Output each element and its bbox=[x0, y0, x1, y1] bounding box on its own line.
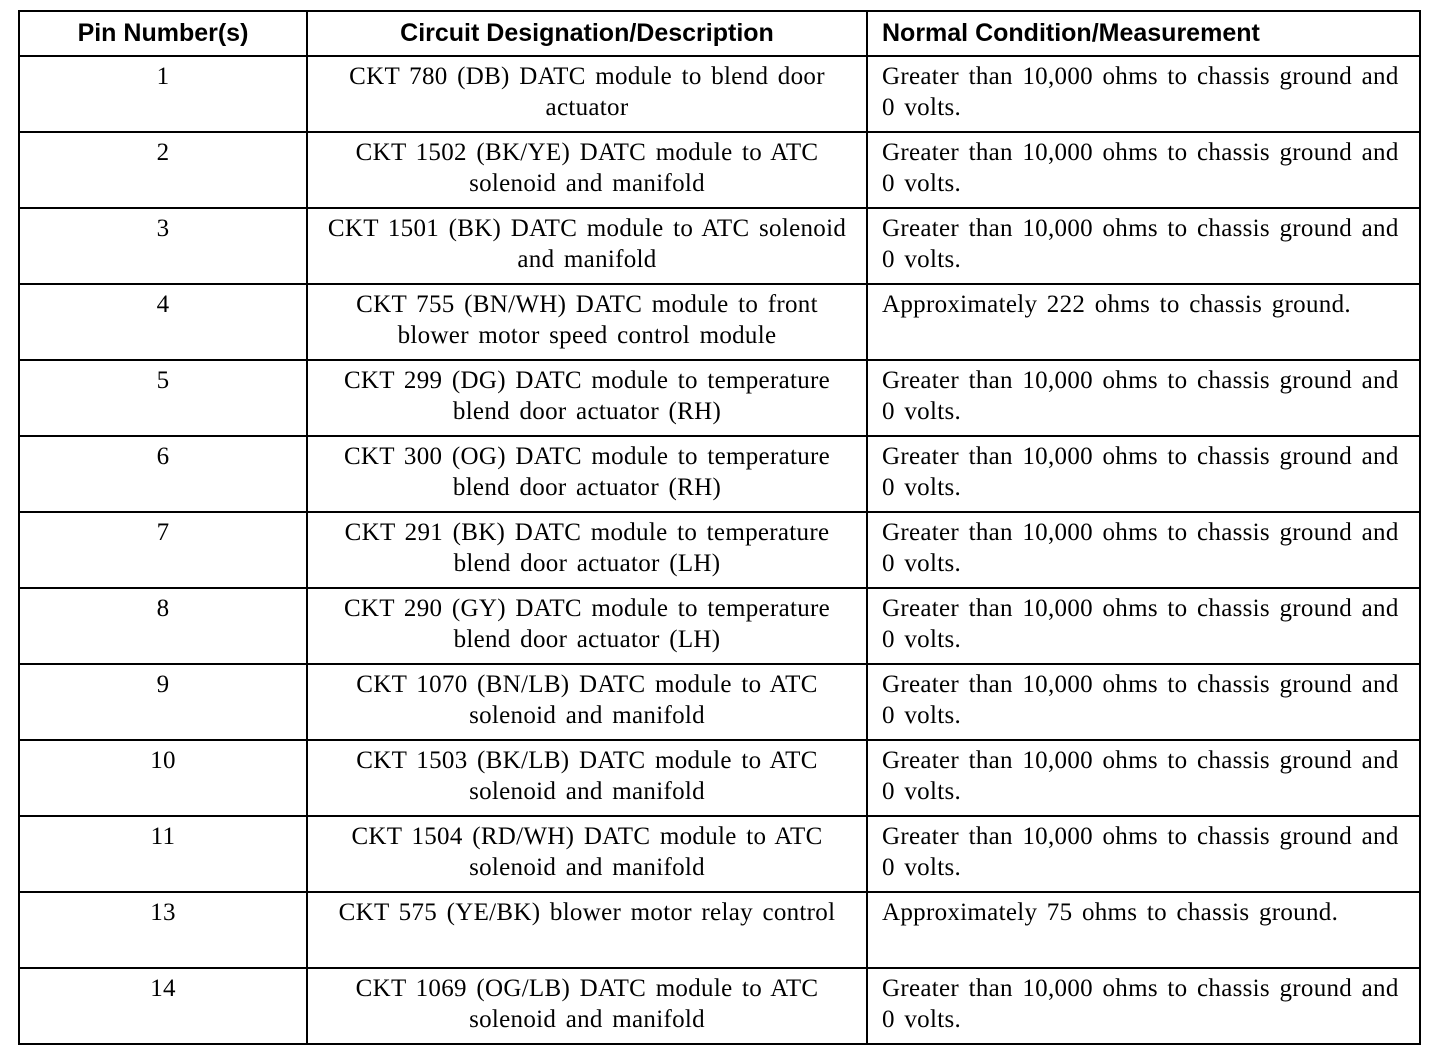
table-cell: CKT 1503 (BK/LB) DATC module to ATC sole… bbox=[306, 739, 868, 817]
table-cell: Greater than 10,000 ohms to chassis grou… bbox=[866, 663, 1421, 741]
table-cell: 9 bbox=[18, 663, 308, 741]
table-cell: CKT 300 (OG) DATC module to temperature … bbox=[306, 435, 868, 513]
table-cell: 6 bbox=[18, 435, 308, 513]
header-row: Pin Number(s) Circuit Designation/Descrip… bbox=[18, 10, 1421, 57]
table-row: 5 CKT 299 (DG) DATC module to temperature… bbox=[18, 359, 1421, 437]
table-cell: CKT 755 (BN/WH) DATC module to front blo… bbox=[306, 283, 868, 361]
table-body: 1 CKT 780 (DB) DATC module to blend door … bbox=[18, 55, 1421, 1045]
table-cell: CKT 299 (DG) DATC module to temperature … bbox=[306, 359, 868, 437]
table-row: 8 CKT 290 (GY) DATC module to temperature… bbox=[18, 587, 1421, 665]
table-row: 10 CKT 1503 (BK/LB) DATC module to ATC so… bbox=[18, 739, 1421, 817]
table-row: 4 CKT 755 (BN/WH) DATC module to front bl… bbox=[18, 283, 1421, 361]
table-cell: 2 bbox=[18, 131, 308, 209]
table-cell: Greater than 10,000 ohms to chassis grou… bbox=[866, 435, 1421, 513]
table-cell: CKT 290 (GY) DATC module to temperature … bbox=[306, 587, 868, 665]
table-cell: Greater than 10,000 ohms to chassis grou… bbox=[866, 815, 1421, 893]
table-cell: 10 bbox=[18, 739, 308, 817]
table-cell: Greater than 10,000 ohms to chassis grou… bbox=[866, 587, 1421, 665]
table-cell: Greater than 10,000 ohms to chassis grou… bbox=[866, 55, 1421, 133]
table-cell: 14 bbox=[18, 967, 308, 1045]
table-cell: 5 bbox=[18, 359, 308, 437]
table-cell: Greater than 10,000 ohms to chassis grou… bbox=[866, 967, 1421, 1045]
table-cell: CKT 1504 (RD/WH) DATC module to ATC sole… bbox=[306, 815, 868, 893]
table-cell: Greater than 10,000 ohms to chassis grou… bbox=[866, 131, 1421, 209]
table-row: 9 CKT 1070 (BN/LB) DATC module to ATC sol… bbox=[18, 663, 1421, 741]
table-cell: 3 bbox=[18, 207, 308, 285]
table-cell: 7 bbox=[18, 511, 308, 589]
table-cell: 1 bbox=[18, 55, 308, 133]
column-header: Circuit Designation/Description bbox=[306, 10, 868, 57]
column-header: Normal Condition/Measurement bbox=[866, 10, 1421, 57]
table-cell: Greater than 10,000 ohms to chassis grou… bbox=[866, 359, 1421, 437]
table-cell: CKT 780 (DB) DATC module to blend door a… bbox=[306, 55, 868, 133]
table-row: 2 CKT 1502 (BK/YE) DATC module to ATC sol… bbox=[18, 131, 1421, 209]
table-row: 11 CKT 1504 (RD/WH) DATC module to ATC so… bbox=[18, 815, 1421, 893]
table-cell: Greater than 10,000 ohms to chassis grou… bbox=[866, 511, 1421, 589]
table-cell: CKT 1501 (BK) DATC module to ATC solenoi… bbox=[306, 207, 868, 285]
table-row: 13 CKT 575 (YE/BK) blower motor relay con… bbox=[18, 891, 1421, 969]
table-row: 1 CKT 780 (DB) DATC module to blend door … bbox=[18, 55, 1421, 133]
table-cell: CKT 1070 (BN/LB) DATC module to ATC sole… bbox=[306, 663, 868, 741]
table-cell: Greater than 10,000 ohms to chassis grou… bbox=[866, 207, 1421, 285]
table-cell: CKT 575 (YE/BK) blower motor relay contr… bbox=[306, 891, 868, 969]
table-cell: 11 bbox=[18, 815, 308, 893]
table-cell: Greater than 10,000 ohms to chassis grou… bbox=[866, 739, 1421, 817]
table-cell: CKT 1502 (BK/YE) DATC module to ATC sole… bbox=[306, 131, 868, 209]
table-cell: 8 bbox=[18, 587, 308, 665]
table-cell: CKT 1069 (OG/LB) DATC module to ATC sole… bbox=[306, 967, 868, 1045]
table-cell: 4 bbox=[18, 283, 308, 361]
table-cell: 13 bbox=[18, 891, 308, 969]
table-row: 6 CKT 300 (OG) DATC module to temperature… bbox=[18, 435, 1421, 513]
table-cell: CKT 291 (BK) DATC module to temperature … bbox=[306, 511, 868, 589]
table-row: 3 CKT 1501 (BK) DATC module to ATC soleno… bbox=[18, 207, 1421, 285]
table-row: 14 CKT 1069 (OG/LB) DATC module to ATC so… bbox=[18, 967, 1421, 1045]
table-row: 7 CKT 291 (BK) DATC module to temperature… bbox=[18, 511, 1421, 589]
table-cell: Approximately 75 ohms to chassis ground. bbox=[866, 891, 1421, 969]
column-header: Pin Number(s) bbox=[18, 10, 308, 57]
pin-table: Pin Number(s) Circuit Designation/Descrip… bbox=[18, 10, 1421, 1045]
table-cell: Approximately 222 ohms to chassis ground… bbox=[866, 283, 1421, 361]
